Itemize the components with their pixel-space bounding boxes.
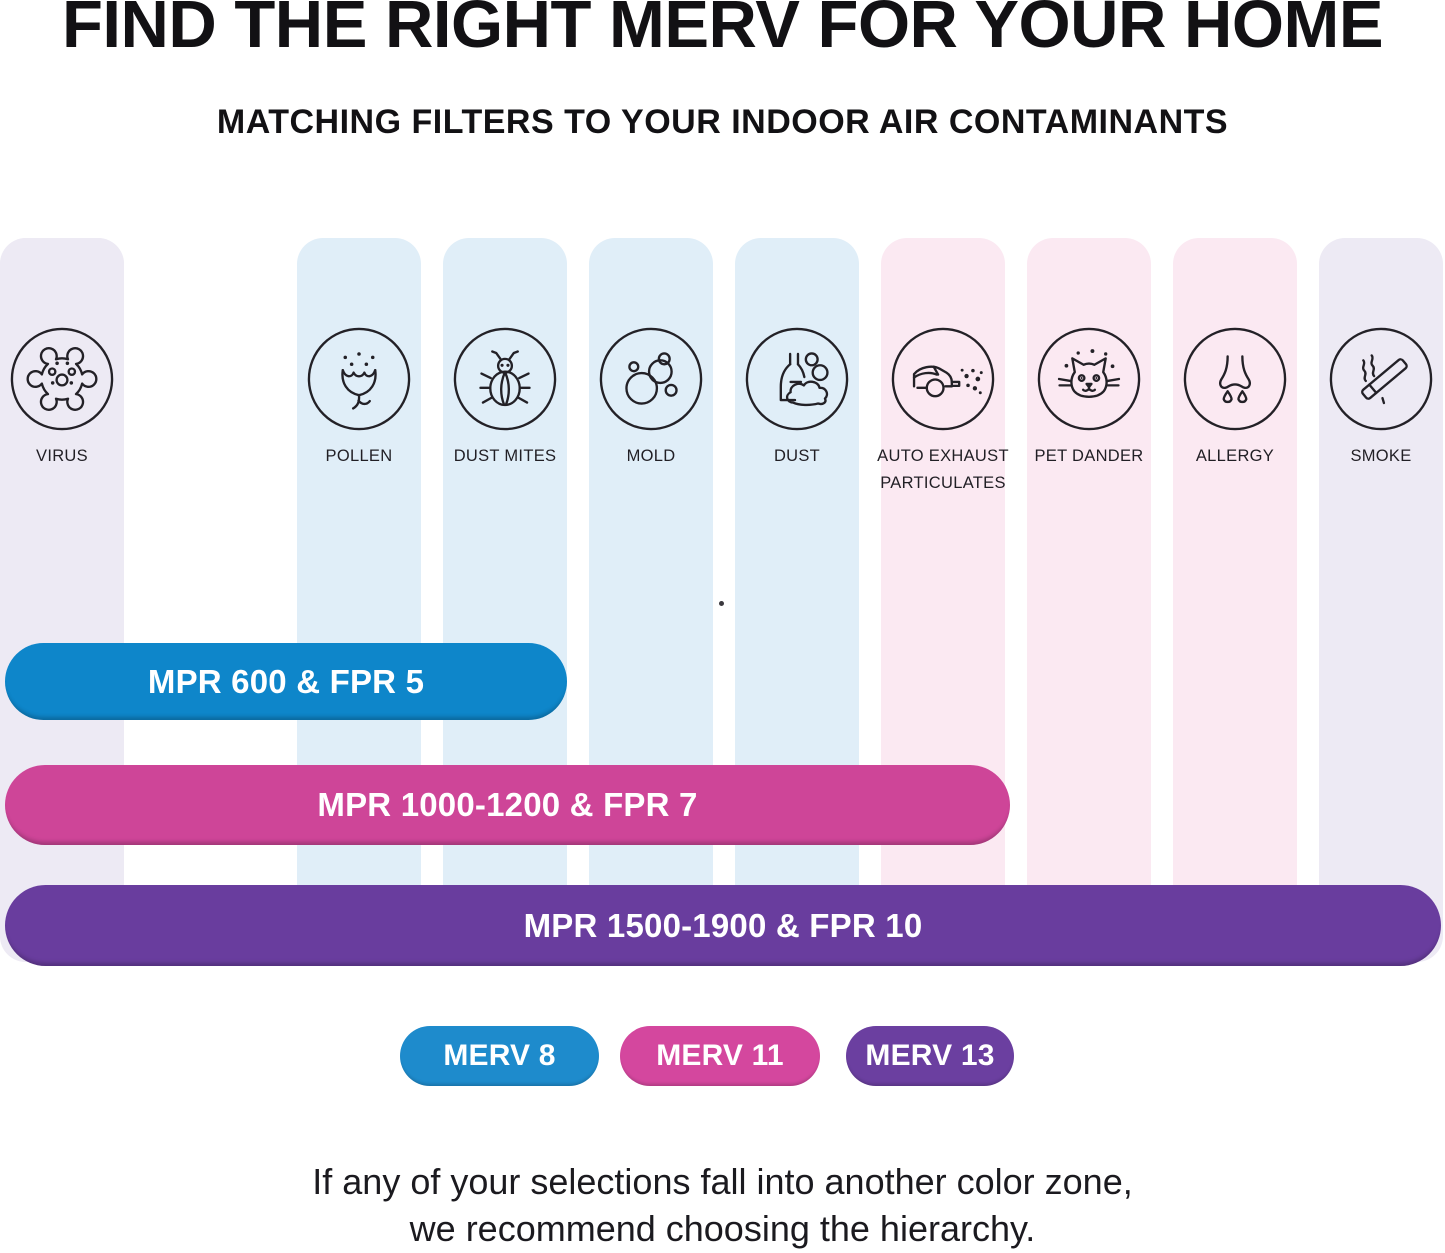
column-dust-mites: DUST MITES	[443, 238, 567, 962]
footer-note: If any of your selections fall into anot…	[0, 1158, 1445, 1252]
badge-label: MERV 13	[865, 1039, 995, 1072]
bar-label: MPR 1000-1200 & FPR 7	[317, 786, 698, 823]
badge-label: MERV 11	[656, 1039, 784, 1072]
column-pet-dander: PET DANDER	[1027, 238, 1151, 962]
allergy-icon	[1183, 327, 1287, 431]
mpr-fpr-bar-merv-8: MPR 600 & FPR 5	[5, 643, 567, 720]
column-label: PET DANDER	[1034, 447, 1144, 465]
column-label: DUST MITES	[453, 447, 557, 465]
column-pollen: POLLEN	[297, 238, 421, 962]
page-subtitle: MATCHING FILTERS TO YOUR INDOOR AIR CONT…	[216, 103, 1229, 141]
mpr-fpr-bar-merv-13: MPR 1500-1900 & FPR 10	[5, 885, 1441, 966]
dust-icon	[745, 327, 849, 431]
page-title: FIND THE RIGHT MERV FOR YOUR HOME	[61, 0, 1384, 62]
footer-note-line-2: we recommend choosing the hierarchy.	[409, 1208, 1036, 1249]
smoke-icon	[1329, 327, 1433, 431]
column-virus: VIRUS	[0, 238, 124, 962]
mpr-fpr-bar-merv-11: MPR 1000-1200 & FPR 7	[5, 765, 1010, 845]
auto-exhaust-icon	[891, 327, 995, 431]
bar-label: MPR 600 & FPR 5	[147, 662, 425, 700]
merv-11-badge: MERV 11	[620, 1026, 820, 1086]
footer-note-line-1: If any of your selections fall into anot…	[312, 1161, 1133, 1202]
column-dust: DUST	[735, 238, 859, 962]
virus-icon	[10, 327, 114, 431]
column-auto-exhaust: AUTO EXHAUST PARTICULATES	[877, 238, 1009, 962]
pet-dander-icon	[1037, 327, 1141, 431]
column-mold: MOLD	[589, 238, 713, 962]
stray-dot	[719, 601, 724, 606]
merv-13-badge: MERV 13	[846, 1026, 1014, 1086]
column-allergy: ALLERGY	[1173, 238, 1297, 962]
column-smoke: SMOKE	[1319, 238, 1443, 962]
bar-label: MPR 1500-1900 & FPR 10	[523, 906, 923, 944]
column-label: ALLERGY	[1195, 447, 1275, 465]
merv-8-badge: MERV 8	[400, 1026, 599, 1086]
column-label: AUTO EXHAUST PARTICULATES	[877, 447, 1009, 492]
dust-mites-icon	[453, 327, 557, 431]
mold-icon	[599, 327, 703, 431]
column-label: SMOKE	[1350, 447, 1412, 465]
column-label: MOLD	[626, 447, 676, 465]
column-label: DUST	[773, 447, 821, 465]
badge-label: MERV 8	[443, 1039, 556, 1072]
column-label: VIRUS	[36, 447, 88, 465]
pollen-icon	[307, 327, 411, 431]
column-label: POLLEN	[325, 447, 393, 465]
